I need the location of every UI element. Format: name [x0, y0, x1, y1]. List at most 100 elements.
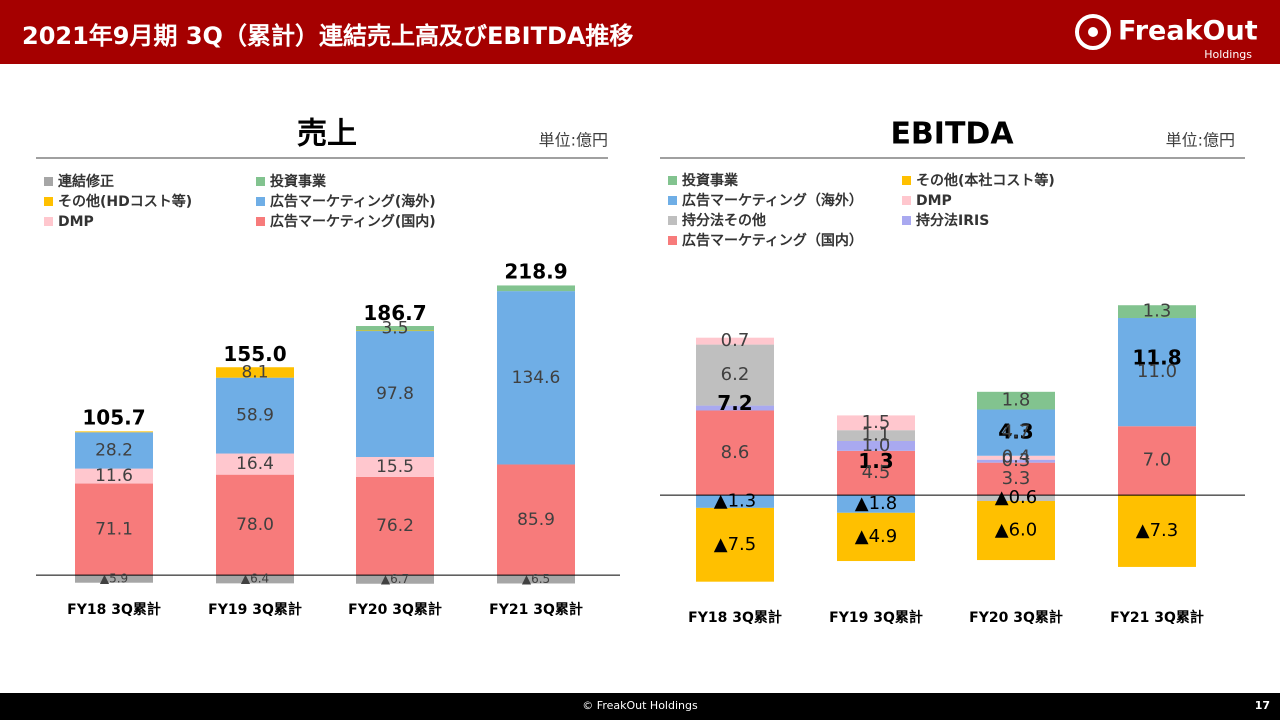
bar-segment [837, 441, 915, 451]
x-tick-label: FY18 3Q累計 [688, 609, 782, 626]
bar-segment [75, 468, 153, 484]
total-label: 11.8 [1132, 346, 1181, 370]
bar-segment [216, 377, 294, 454]
legend-swatch [44, 177, 53, 186]
data-label: 15.5 [376, 457, 414, 477]
data-label: 76.2 [376, 516, 414, 536]
data-label: 3.3 [1002, 468, 1031, 489]
bar-segment [356, 330, 434, 332]
bar-segment [497, 291, 575, 465]
legend-label: DMP [58, 214, 94, 230]
data-label: 71.1 [95, 519, 133, 539]
footer-bar [0, 693, 1280, 720]
bar-segment [696, 344, 774, 406]
x-tick-label: FY19 3Q累計 [208, 601, 302, 618]
legend-swatch [668, 196, 677, 205]
bar-segment [356, 575, 434, 584]
total-label: 7.2 [717, 391, 752, 415]
data-label: 1.1 [862, 425, 891, 446]
logo-text: FreakOut [1118, 16, 1258, 47]
header-bar [0, 0, 1280, 64]
data-label: 134.6 [512, 368, 561, 388]
bar-segment [1118, 318, 1196, 427]
data-label: 8.1 [241, 362, 268, 382]
data-label: 0.4 [1002, 447, 1031, 468]
data-label: 11.6 [95, 466, 133, 486]
legend-swatch [44, 197, 53, 206]
bar-segment [977, 501, 1055, 561]
bar-segment [356, 476, 434, 576]
data-label: 97.8 [376, 384, 414, 404]
data-label: 58.9 [236, 406, 274, 426]
data-label: 1.0 [862, 435, 891, 456]
bar-segment [696, 507, 774, 582]
chart-title: 売上 [297, 117, 357, 152]
bar-segment [497, 285, 575, 292]
legend-swatch [256, 217, 265, 226]
data-label: ▲0.6 [995, 487, 1037, 508]
bar-segment [75, 432, 153, 469]
bar-segment [497, 575, 575, 584]
data-label: ▲6.0 [995, 520, 1037, 541]
legend-swatch [902, 216, 911, 225]
data-label: ▲4.9 [855, 526, 897, 547]
bar-segment [497, 464, 575, 576]
bar-segment [837, 512, 915, 562]
data-label: 7.0 [1143, 450, 1172, 471]
bar-segment [837, 415, 915, 431]
x-tick-label: FY20 3Q累計 [969, 609, 1063, 626]
page-number: 17 [1255, 699, 1270, 712]
bar-segment [977, 409, 1055, 456]
bar-segment [696, 405, 774, 411]
legend-swatch [256, 177, 265, 186]
bar-segment [1118, 495, 1196, 567]
legend-swatch [668, 176, 677, 185]
data-label: ▲6.4 [241, 572, 269, 586]
data-label: ▲7.3 [1136, 520, 1178, 541]
bar-segment [837, 495, 915, 513]
x-tick-label: FY18 3Q累計 [67, 601, 161, 618]
logo-subtext: Holdings [1204, 48, 1252, 61]
data-label: 3.5 [381, 318, 408, 338]
legend-swatch [668, 236, 677, 245]
data-label: 1.8 [1002, 390, 1031, 411]
data-label: 6.2 [721, 364, 750, 385]
bar-segment [1118, 305, 1196, 319]
slide-title: 2021年9月期 3Q（累計）連結売上高及びEBITDA推移 [22, 22, 633, 50]
bar-segment [977, 455, 1055, 460]
copyright: © FreakOut Holdings [582, 699, 698, 712]
data-label: ▲1.8 [855, 493, 897, 514]
bar-segment [837, 450, 915, 496]
total-label: 155.0 [223, 342, 286, 366]
total-label: 218.9 [504, 260, 567, 284]
bar-segment [977, 459, 1055, 463]
bar-segment [216, 575, 294, 584]
data-label: 4.7 [1002, 422, 1031, 443]
legend-swatch [902, 196, 911, 205]
legend-label: その他(HDコスト等) [58, 193, 192, 210]
legend-label: 持分法IRIS [916, 212, 989, 229]
total-label: 1.3 [858, 449, 893, 473]
logo-icon-dot [1088, 27, 1098, 37]
logo-icon [1075, 14, 1111, 50]
legend-label: 広告マーケティング(海外) [270, 193, 436, 210]
bar-segment [216, 474, 294, 576]
bar-segment [356, 457, 434, 477]
data-label: 1.3 [1143, 301, 1172, 322]
data-label: 28.2 [95, 440, 133, 460]
data-label: ▲5.9 [100, 571, 128, 585]
bar-segment [696, 410, 774, 496]
legend-label: 広告マーケティング(国内) [270, 213, 436, 230]
data-label: 4.5 [862, 462, 891, 483]
legend-label: 投資事業 [270, 173, 327, 190]
data-label: 78.0 [236, 515, 274, 535]
total-label: 186.7 [363, 301, 426, 325]
logo: FreakOut Holdings [1075, 14, 1258, 61]
bar-segment [977, 462, 1055, 496]
data-label: 1.5 [862, 412, 891, 433]
x-tick-label: FY20 3Q累計 [348, 601, 442, 618]
legend-label: 連結修正 [58, 173, 114, 190]
total-label: 4.3 [998, 419, 1033, 443]
legend-label: 投資事業 [682, 172, 739, 189]
